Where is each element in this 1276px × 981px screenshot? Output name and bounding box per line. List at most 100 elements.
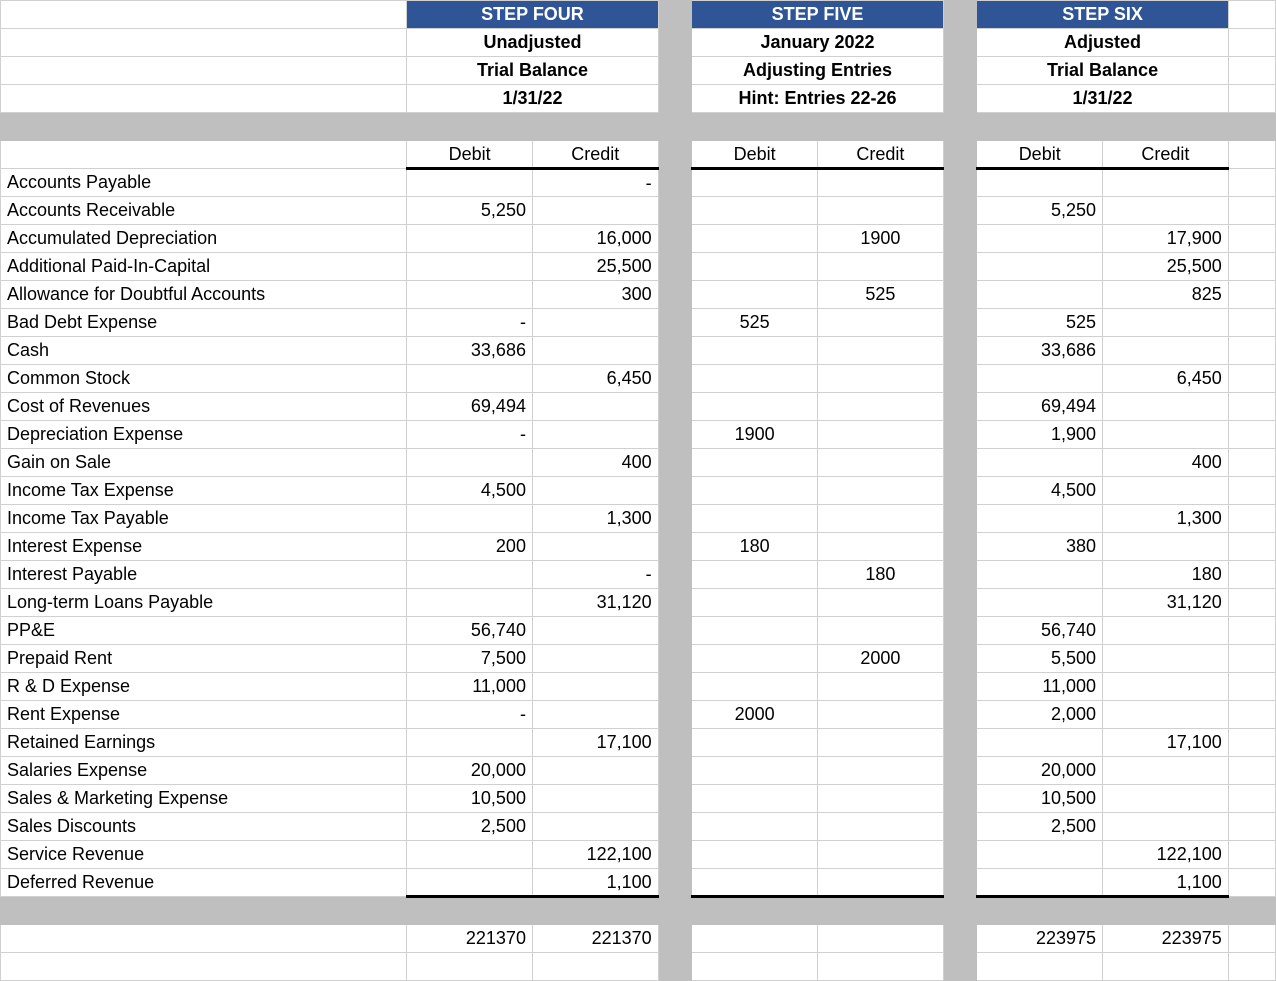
step4-header: STEP FOUR bbox=[407, 1, 658, 29]
table-row: Income Tax Expense4,5004,500 bbox=[1, 477, 1276, 505]
tail-cell bbox=[1228, 729, 1275, 757]
step4-debit: 5,250 bbox=[407, 197, 533, 225]
table-row: Deferred Revenue1,1001,100 bbox=[1, 869, 1276, 897]
step6-debit: 4,500 bbox=[977, 477, 1103, 505]
step5-total-debit bbox=[692, 925, 818, 953]
step6-credit: 6,450 bbox=[1103, 365, 1229, 393]
step6-debit: 10,500 bbox=[977, 785, 1103, 813]
step6-debit bbox=[977, 589, 1103, 617]
step4-debit: 11,000 bbox=[407, 673, 533, 701]
step5-debit bbox=[692, 393, 818, 421]
step5-debit bbox=[692, 617, 818, 645]
step6-credit bbox=[1103, 477, 1229, 505]
step5-debit bbox=[692, 589, 818, 617]
step5-credit bbox=[818, 505, 944, 533]
account-name: Accumulated Depreciation bbox=[1, 225, 407, 253]
step4-credit bbox=[532, 645, 658, 673]
table-row: Gain on Sale400400 bbox=[1, 449, 1276, 477]
step4-debit bbox=[407, 589, 533, 617]
step6-credit: 400 bbox=[1103, 449, 1229, 477]
step6-debit bbox=[977, 505, 1103, 533]
table-row: Rent Expense-20002,000 bbox=[1, 701, 1276, 729]
step6-debit: 5,500 bbox=[977, 645, 1103, 673]
account-name: Additional Paid-In-Capital bbox=[1, 253, 407, 281]
trial-balance-worksheet: STEP FOURSTEP FIVESTEP SIXUnadjustedJanu… bbox=[0, 0, 1276, 981]
step4-credit bbox=[532, 197, 658, 225]
step6-total-debit: 223975 bbox=[977, 925, 1103, 953]
tail-cell bbox=[1228, 57, 1275, 85]
step6-credit bbox=[1103, 813, 1229, 841]
tail-cell bbox=[1228, 393, 1275, 421]
step6-debit bbox=[977, 169, 1103, 197]
account-name: Depreciation Expense bbox=[1, 421, 407, 449]
totals-row: 221370221370223975223975 bbox=[1, 925, 1276, 953]
step4-credit bbox=[532, 673, 658, 701]
step4-debit: 4,500 bbox=[407, 477, 533, 505]
step6-debit: 1,900 bbox=[977, 421, 1103, 449]
account-name: Long-term Loans Payable bbox=[1, 589, 407, 617]
tail-cell bbox=[1228, 673, 1275, 701]
account-name: Prepaid Rent bbox=[1, 645, 407, 673]
table-row: R & D Expense11,00011,000 bbox=[1, 673, 1276, 701]
step5-debit: 2000 bbox=[692, 701, 818, 729]
step4-credit: 1,100 bbox=[532, 869, 658, 897]
step4-sub2: Trial Balance bbox=[407, 57, 658, 85]
tail-cell bbox=[1228, 29, 1275, 57]
step5-debit bbox=[692, 197, 818, 225]
step5-credit bbox=[818, 869, 944, 897]
step6-credit bbox=[1103, 421, 1229, 449]
step4-credit: 25,500 bbox=[532, 253, 658, 281]
account-name: Cash bbox=[1, 337, 407, 365]
step6-credit: 180 bbox=[1103, 561, 1229, 589]
step4-debit: - bbox=[407, 701, 533, 729]
table-row: Salaries Expense20,00020,000 bbox=[1, 757, 1276, 785]
step4-debit: 10,500 bbox=[407, 785, 533, 813]
step6-credit: 17,900 bbox=[1103, 225, 1229, 253]
account-name: Allowance for Doubtful Accounts bbox=[1, 281, 407, 309]
step4-debit: 7,500 bbox=[407, 645, 533, 673]
tail-cell bbox=[1228, 337, 1275, 365]
step6-credit bbox=[1103, 645, 1229, 673]
tail-cell bbox=[1228, 253, 1275, 281]
step4-debit bbox=[407, 869, 533, 897]
step6-debit bbox=[977, 365, 1103, 393]
step4-credit bbox=[532, 477, 658, 505]
account-name: Salaries Expense bbox=[1, 757, 407, 785]
step5-credit bbox=[818, 169, 944, 197]
tail-cell bbox=[1228, 701, 1275, 729]
account-name: Service Revenue bbox=[1, 841, 407, 869]
step4-debit: 69,494 bbox=[407, 393, 533, 421]
step4-debit-label: Debit bbox=[407, 141, 533, 169]
tail-cell bbox=[1228, 561, 1275, 589]
table-row: Common Stock6,4506,450 bbox=[1, 365, 1276, 393]
tail-cell bbox=[1228, 309, 1275, 337]
step5-credit bbox=[818, 309, 944, 337]
step4-total-debit: 221370 bbox=[407, 925, 533, 953]
step4-sub3: 1/31/22 bbox=[407, 85, 658, 113]
step4-credit bbox=[532, 757, 658, 785]
tail-cell bbox=[1228, 533, 1275, 561]
step5-credit bbox=[818, 589, 944, 617]
step4-credit bbox=[532, 701, 658, 729]
step4-credit: 31,120 bbox=[532, 589, 658, 617]
step6-credit bbox=[1103, 533, 1229, 561]
step5-credit bbox=[818, 197, 944, 225]
table-row: Cost of Revenues69,49469,494 bbox=[1, 393, 1276, 421]
step5-sub2: Adjusting Entries bbox=[692, 57, 943, 85]
tail-cell bbox=[1228, 617, 1275, 645]
step6-debit bbox=[977, 449, 1103, 477]
step6-credit bbox=[1103, 337, 1229, 365]
step6-debit: 2,500 bbox=[977, 813, 1103, 841]
step4-credit bbox=[532, 785, 658, 813]
tail-cell bbox=[1228, 477, 1275, 505]
blank-cell bbox=[1, 925, 407, 953]
step6-sub1: Adjusted bbox=[977, 29, 1228, 57]
tail-cell bbox=[1228, 785, 1275, 813]
step4-debit: 33,686 bbox=[407, 337, 533, 365]
tail-cell bbox=[1228, 197, 1275, 225]
step4-debit: 56,740 bbox=[407, 617, 533, 645]
step5-credit-label: Credit bbox=[818, 141, 944, 169]
table-row: Accounts Receivable5,2505,250 bbox=[1, 197, 1276, 225]
step6-credit bbox=[1103, 757, 1229, 785]
step4-credit bbox=[532, 337, 658, 365]
